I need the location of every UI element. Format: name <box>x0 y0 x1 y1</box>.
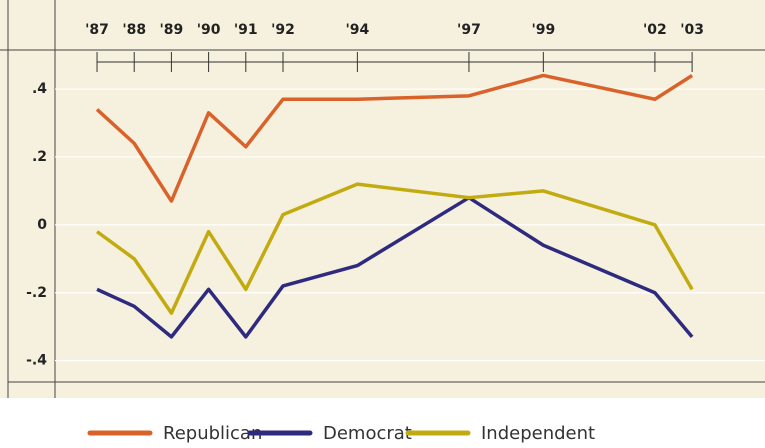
series-line <box>96 195 694 339</box>
y-tick-label: .2 <box>32 149 47 165</box>
x-tick-label: '99 <box>531 22 555 38</box>
x-tick-label: '97 <box>457 22 481 38</box>
legend-label: Democrat <box>323 423 412 444</box>
x-tick-label: '90 <box>197 22 221 38</box>
x-tick-label: '91 <box>234 22 258 38</box>
y-tick-label: -.4 <box>26 353 47 369</box>
x-tick-label: '02 <box>643 22 667 38</box>
series-line <box>95 73 694 203</box>
series-line <box>95 182 694 315</box>
x-tick-label: '87 <box>85 22 109 38</box>
x-tick-label: '94 <box>345 22 369 38</box>
chart-background <box>0 0 765 398</box>
x-tick-label: '89 <box>160 22 184 38</box>
x-tick-label: '92 <box>271 22 295 38</box>
x-tick-label: '03 <box>680 22 704 38</box>
y-tick-label: .4 <box>32 81 47 97</box>
x-tick-label: '88 <box>122 22 146 38</box>
y-tick-label: 0 <box>37 217 47 233</box>
y-tick-label: -.2 <box>26 285 47 301</box>
legend-label: Independent <box>481 423 595 444</box>
legend-label: Republican <box>163 423 262 444</box>
